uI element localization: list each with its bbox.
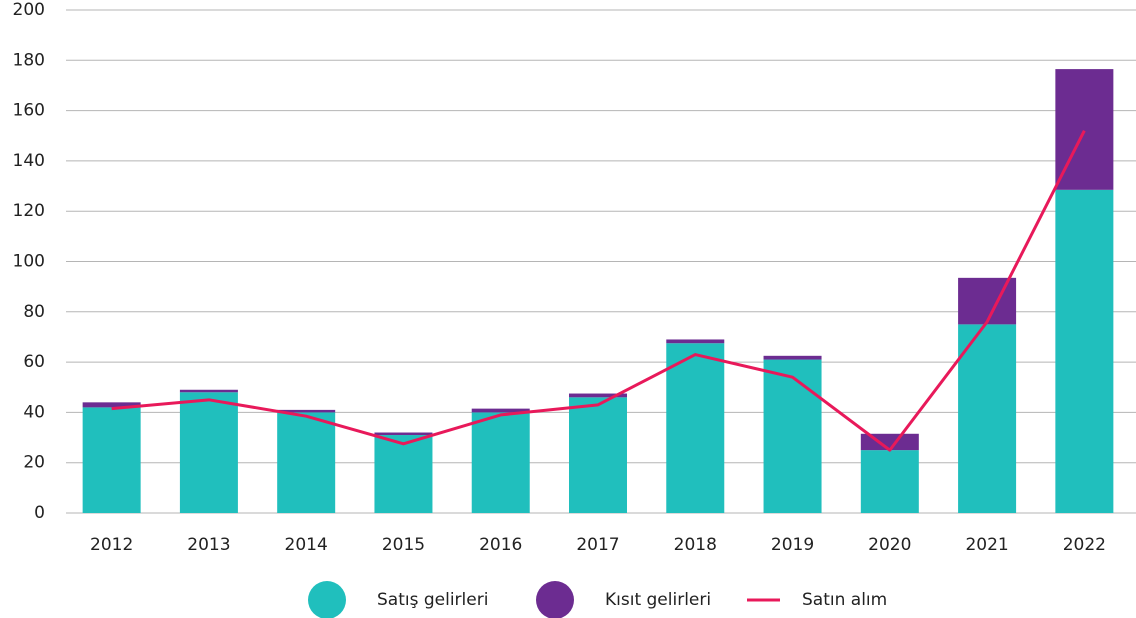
x-tick-label: 2017	[576, 535, 619, 555]
bar-segment	[179, 389, 238, 393]
bar-segment	[471, 412, 530, 513]
x-tick-label: 2021	[965, 535, 1008, 555]
y-tick-label: 80	[23, 302, 45, 322]
bar-segment	[374, 432, 433, 436]
y-tick-label: 140	[13, 151, 45, 171]
legend-label: Satın alım	[802, 590, 887, 610]
y-tick-label: 20	[23, 453, 45, 473]
bar-segment	[958, 324, 1017, 513]
bar-segment	[277, 412, 336, 513]
y-tick-label: 60	[23, 352, 45, 372]
bar-segment	[277, 409, 336, 413]
bar-segment	[763, 359, 822, 513]
bar-segment	[666, 343, 725, 513]
bar-segment	[82, 407, 141, 513]
bar-segment	[569, 393, 627, 398]
x-tick-label: 2013	[187, 535, 230, 555]
x-tick-label: 2016	[479, 535, 522, 555]
y-tick-label: 40	[23, 402, 45, 422]
legend-swatch	[536, 581, 574, 618]
y-tick-label: 160	[13, 101, 45, 121]
bar-segment	[82, 402, 141, 408]
x-tick-label: 2014	[285, 535, 328, 555]
bar-segment	[1055, 189, 1114, 513]
x-tick-label: 2019	[771, 535, 814, 555]
bar-segment	[471, 408, 530, 413]
y-tick-label: 120	[13, 201, 45, 221]
legend-label: Kısıt gelirleri	[605, 590, 711, 610]
bar-segment	[374, 435, 433, 513]
legend-label: Satış gelirleri	[377, 590, 488, 610]
x-tick-label: 2020	[868, 535, 911, 555]
y-tick-label: 100	[13, 252, 45, 272]
bar-segment	[666, 339, 725, 344]
y-tick-label: 200	[13, 0, 45, 20]
x-tick-label: 2022	[1063, 535, 1106, 555]
x-tick-label: 2018	[674, 535, 717, 555]
legend-swatch	[308, 581, 346, 618]
bar-segment	[860, 450, 919, 513]
x-tick-label: 2012	[90, 535, 133, 555]
x-tick-label: 2015	[382, 535, 425, 555]
bar-segment	[763, 355, 822, 360]
bar-segment	[179, 392, 238, 513]
line-series	[111, 130, 1086, 452]
y-tick-label: 0	[34, 503, 45, 523]
y-tick-label: 180	[13, 50, 45, 70]
bar-segment	[569, 397, 627, 513]
